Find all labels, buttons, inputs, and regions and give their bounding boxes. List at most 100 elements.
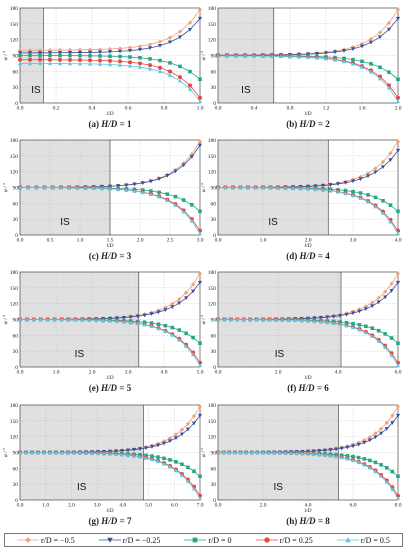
data-point — [50, 185, 55, 190]
data-point — [97, 62, 103, 66]
data-point — [197, 139, 203, 144]
data-point — [71, 450, 77, 455]
data-point — [351, 189, 355, 194]
data-point — [305, 52, 311, 57]
data-point — [132, 188, 137, 193]
data-point — [260, 450, 266, 455]
data-point — [331, 321, 336, 325]
data-point — [87, 61, 93, 66]
data-point — [42, 185, 47, 190]
data-point — [161, 461, 167, 466]
data-point — [58, 57, 62, 62]
data-point — [37, 61, 43, 66]
data-point — [167, 40, 173, 45]
data-point — [148, 63, 152, 68]
data-point — [137, 64, 143, 69]
y-tick-label: 120 — [10, 435, 19, 441]
data-point — [395, 99, 401, 104]
is-label: IS — [31, 85, 41, 96]
x-axis-label: l/D — [304, 243, 311, 249]
data-point — [114, 316, 120, 321]
data-point — [197, 271, 203, 276]
data-point — [178, 64, 182, 69]
data-point — [59, 317, 64, 322]
panel-caption: (f) H/D = 6 — [287, 383, 329, 393]
data-point — [343, 191, 348, 196]
data-point — [351, 321, 355, 326]
data-point — [157, 39, 163, 44]
x-tick-label: 5.0 — [197, 370, 204, 376]
is-label: IS — [273, 482, 283, 493]
data-point — [380, 159, 386, 164]
data-point — [158, 58, 162, 63]
data-point — [68, 57, 72, 62]
data-point — [67, 50, 73, 55]
data-point — [83, 185, 88, 190]
data-point — [75, 185, 80, 190]
data-point — [383, 289, 388, 294]
data-point — [149, 324, 154, 329]
data-point — [357, 322, 362, 327]
data-point — [161, 441, 167, 446]
data-point — [242, 54, 248, 58]
data-point — [155, 443, 161, 448]
data-point — [181, 163, 186, 168]
series-line-1 — [19, 9, 201, 51]
data-point — [224, 53, 230, 58]
data-point — [345, 454, 350, 458]
is-label: IS — [268, 217, 278, 228]
data-point — [376, 339, 381, 343]
x-tick-label: 1.0 — [42, 503, 49, 509]
data-point — [177, 337, 182, 342]
data-point — [173, 194, 178, 199]
y-tick-label: 150 — [208, 154, 217, 160]
legend-marker-symbol — [192, 537, 198, 543]
legend-marker-symbol — [106, 537, 113, 543]
data-point — [376, 328, 381, 333]
data-point — [156, 322, 161, 326]
data-point — [118, 54, 122, 59]
data-point — [338, 313, 343, 318]
data-point — [287, 54, 293, 59]
y-tick-label: 90 — [13, 186, 19, 192]
y-tick-label: 120 — [208, 302, 217, 308]
y-tick-label: 30 — [13, 217, 19, 223]
data-point — [67, 61, 73, 66]
x-tick-label: 2.0 — [395, 106, 402, 112]
data-point — [140, 188, 145, 192]
data-point — [66, 185, 72, 190]
y-tick-label: 180 — [10, 6, 19, 12]
data-point — [27, 61, 33, 66]
data-point — [148, 57, 152, 61]
data-point — [260, 317, 266, 322]
x-tick-label: 6.0 — [350, 503, 357, 509]
x-tick-label: 1.5 — [107, 238, 114, 244]
data-point — [373, 204, 378, 209]
data-point — [186, 465, 190, 470]
chart-panel-g: 0.0 1.0 2.0 3.0 4.0 5.0 6.0 7.0 0 30 60 90 120 150 180… — [2, 403, 204, 526]
legend-marker — [336, 537, 359, 543]
data-point — [386, 27, 392, 32]
data-point — [395, 280, 401, 285]
data-point — [147, 42, 153, 47]
data-point — [373, 431, 378, 436]
data-point — [78, 58, 82, 63]
data-point — [125, 453, 131, 457]
data-point — [148, 179, 154, 184]
data-point — [373, 195, 378, 200]
data-point — [121, 315, 126, 320]
data-point — [312, 319, 317, 323]
data-point — [47, 51, 53, 55]
data-point — [362, 440, 367, 445]
data-point — [366, 193, 370, 197]
x-axis-label: l/D — [106, 375, 113, 381]
legend: r/D = −0.5 r/D = −0.25 r/D = 0 r/D = 0.25 r/… — [4, 533, 403, 547]
data-point — [260, 185, 266, 190]
data-point — [117, 62, 123, 67]
data-point — [137, 47, 143, 52]
data-point — [305, 55, 311, 60]
data-point — [396, 341, 400, 346]
panel-caption: (b) H/D = 2 — [286, 119, 330, 129]
data-point — [144, 453, 148, 458]
data-point — [377, 76, 383, 81]
